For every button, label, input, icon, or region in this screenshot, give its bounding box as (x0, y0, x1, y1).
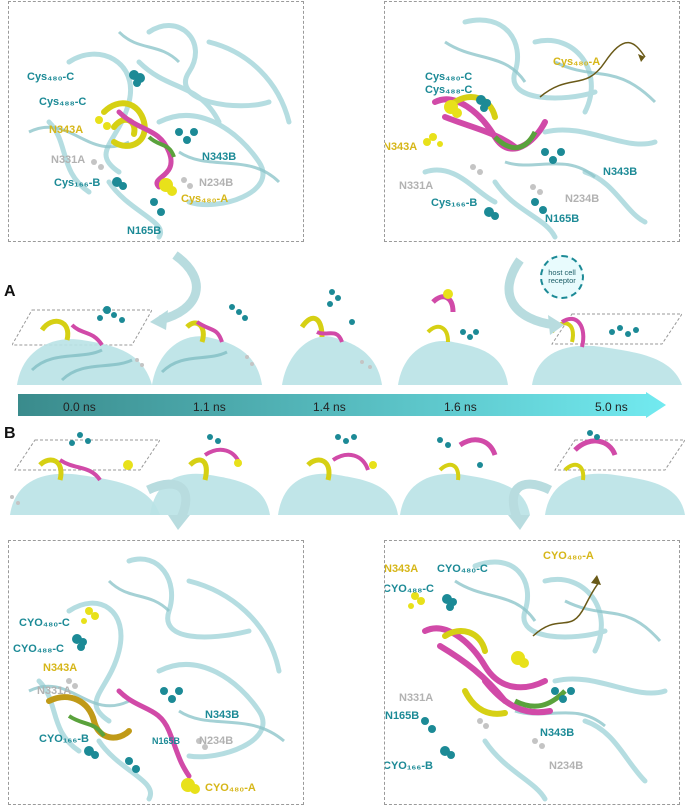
label-n343a: N343A (43, 662, 78, 674)
label-n165b: N165B (385, 710, 420, 722)
panel-bottom-left: CYO₄₈₀-C CYO₄₈₈-C N343A N331A N343B CYO₁… (8, 540, 304, 805)
snapshot-b-5ns (545, 425, 685, 515)
label-cys488c: Cys₄₈₈-C (39, 96, 87, 108)
label-cyo166b: CYO₁₆₆-B (39, 733, 89, 745)
label-cys488c: Cys₄₈₈-C (425, 84, 473, 96)
timeline-label-2: 1.4 ns (313, 400, 346, 414)
label-n331a: N331A (399, 692, 434, 704)
label-cyo480c: CYO₄₈₀-C (19, 617, 70, 629)
label-n331a: N331A (399, 180, 434, 192)
timeline-arrow (18, 392, 666, 418)
label-n343a: N343A (49, 124, 84, 136)
snapshot-a-1-6ns (398, 282, 508, 385)
label-cys480a: Cys₄₈₀-A (553, 56, 601, 68)
label-cyo488c: CYO₄₈₈-C (13, 643, 64, 655)
snapshot-a-1-1ns (152, 292, 262, 385)
label-cyo480a: CYO₄₈₀-A (205, 782, 256, 794)
label-cys480c: Cys₄₈₀-C (425, 71, 473, 83)
panel-bottom-right: N343A CYO₄₈₀-C CYO₄₈₀-A CYO₄₈₈-C N331A N… (384, 540, 680, 805)
label-n331a: N331A (51, 154, 86, 166)
label-cys166b: Cys₁₆₆-B (431, 197, 478, 209)
protein-structure-top-right (422, 17, 658, 240)
host-cell-receptor: host cell receptor (540, 255, 584, 299)
snapshot-b-1-4ns (278, 425, 398, 515)
panel-top-right: Cys₄₈₀-A Cys₄₈₀-C Cys₄₈₈-C N343A N331A N… (384, 1, 680, 242)
snapshot-b-0ns (0, 425, 160, 515)
label-cyo488c: CYO₄₈₈-C (384, 583, 434, 595)
timeline-label-0: 0.0 ns (63, 400, 96, 414)
label-cyo480c: CYO₄₈₀-C (437, 563, 488, 575)
label-n343b: N343B (205, 709, 240, 721)
label-cys480a: Cys₄₈₀-A (181, 193, 229, 205)
timeline-label-4: 5.0 ns (595, 400, 628, 414)
label-n234b: N234B (549, 760, 584, 772)
label-n234b: N234B (199, 177, 234, 189)
label-n234b: N234B (565, 193, 600, 205)
label-cys166b: Cys₁₆₆-B (54, 177, 101, 189)
timeline-label-3: 1.6 ns (444, 400, 477, 414)
host-cell-receptor-label: host cell receptor (548, 267, 576, 285)
label-n343a: N343A (384, 141, 418, 153)
label-cys480c: Cys₄₈₀-C (27, 71, 75, 83)
protein-structure-bottom-right (408, 559, 668, 802)
label-n331a: N331A (37, 685, 72, 697)
curved-arrow-top-left (150, 251, 201, 330)
label-n343b: N343B (540, 727, 575, 739)
label-n165b: N165B (127, 225, 162, 237)
curved-arrow-bottom-left (146, 479, 191, 530)
label-n165b: N165B (545, 213, 580, 225)
timeline-label-1: 1.1 ns (193, 400, 226, 414)
protein-structure-top-left (28, 23, 292, 240)
label-n234b: N234B (199, 735, 234, 747)
label-cyo166b: CYO₁₆₆-B (384, 760, 433, 772)
curved-arrow-top-right (504, 257, 564, 335)
section-label-b: B (4, 425, 16, 442)
label-n343a: N343A (384, 563, 419, 575)
label-cyo480a: CYO₄₈₀-A (543, 550, 594, 562)
label-n165b: N165B (152, 736, 181, 746)
section-label-a: A (4, 283, 16, 300)
panel-top-left: Cys₄₈₀-C Cys₄₈₈-C N343A N331A Cys₁₆₆-B N… (8, 1, 304, 242)
protein-structure-bottom-left (28, 556, 285, 802)
snapshot-a-1-4ns (282, 282, 382, 385)
label-n343b: N343B (202, 151, 237, 163)
snapshot-a-0ns (12, 290, 152, 385)
snapshot-b-1-6ns (400, 425, 530, 515)
curved-arrow-bottom-right (508, 479, 553, 530)
label-n343b: N343B (603, 166, 638, 178)
